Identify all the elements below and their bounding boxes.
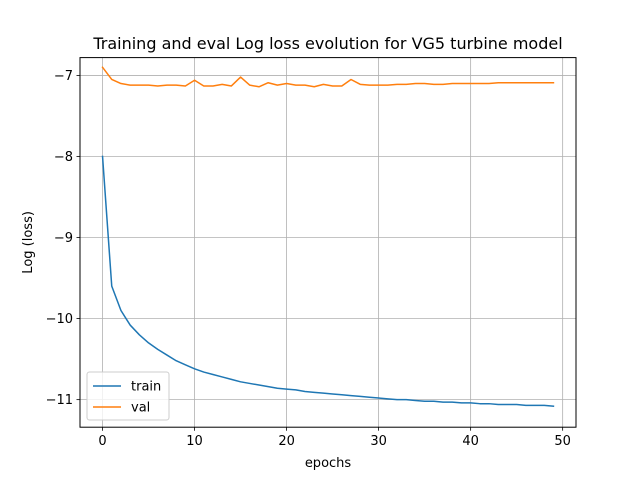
legend-label-val: val xyxy=(131,401,150,416)
ticks: 0 10 20 30 40 50 −11 −10 −9 −8 −7 xyxy=(46,69,571,449)
series-line-train xyxy=(101,155,555,407)
series-line-val xyxy=(101,66,555,88)
x-tick-label: 10 xyxy=(186,434,203,449)
legend-label-train: train xyxy=(131,380,161,395)
legend-box xyxy=(86,371,170,421)
chart-title: Training and eval Log loss evolution for… xyxy=(92,34,562,53)
x-tick-label: 30 xyxy=(370,434,387,449)
y-tick-label: −10 xyxy=(46,312,73,327)
x-tick-label: 0 xyxy=(98,434,106,449)
y-tick-label: −7 xyxy=(54,69,73,84)
grid xyxy=(80,57,576,428)
plot-frame xyxy=(79,57,577,428)
y-tick-label: −8 xyxy=(54,150,73,165)
legend: train val xyxy=(86,371,170,421)
x-tick-label: 20 xyxy=(278,434,295,449)
y-axis-label: Log (loss) xyxy=(21,211,36,274)
series-layer xyxy=(101,66,555,407)
y-tick-label: −11 xyxy=(46,393,73,408)
y-tick-label: −9 xyxy=(54,231,73,246)
x-tick-label: 50 xyxy=(554,434,571,449)
x-tick-label: 40 xyxy=(462,434,479,449)
x-axis-label: epochs xyxy=(305,456,352,471)
